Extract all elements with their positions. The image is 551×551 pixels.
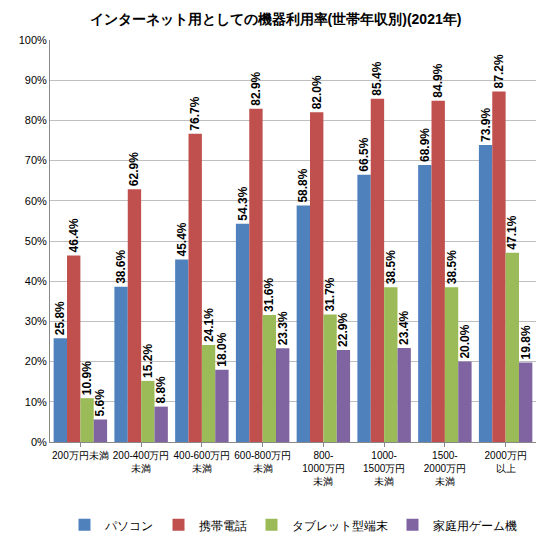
svg-text:18.0%: 18.0%: [215, 332, 229, 366]
svg-text:インターネット用としての機器利用率(世帯年収別)(2021年: インターネット用としての機器利用率(世帯年収別)(2021年): [90, 11, 462, 27]
svg-text:66.5%: 66.5%: [357, 137, 371, 171]
svg-text:20.0%: 20.0%: [458, 324, 472, 358]
svg-text:38.5%: 38.5%: [445, 250, 459, 284]
svg-text:84.9%: 84.9%: [431, 63, 445, 97]
svg-text:54.3%: 54.3%: [236, 186, 250, 220]
svg-text:家庭用ゲーム機: 家庭用ゲーム機: [433, 519, 517, 533]
svg-text:68.9%: 68.9%: [418, 128, 432, 162]
svg-text:80%: 80%: [25, 114, 47, 126]
svg-text:5.6%: 5.6%: [93, 389, 107, 417]
svg-text:400-600万円未満: 400-600万円未満: [174, 450, 231, 474]
svg-text:22.9%: 22.9%: [336, 313, 350, 347]
svg-text:1000-1500万円未満: 1000-1500万円未満: [363, 450, 405, 487]
svg-text:100%: 100%: [19, 34, 47, 46]
svg-text:85.4%: 85.4%: [370, 61, 384, 95]
svg-text:19.8%: 19.8%: [519, 325, 533, 359]
svg-text:58.8%: 58.8%: [296, 168, 310, 202]
svg-text:70%: 70%: [25, 154, 47, 166]
svg-text:38.5%: 38.5%: [384, 250, 398, 284]
svg-text:2000万円以上: 2000万円以上: [485, 450, 527, 474]
svg-text:62.9%: 62.9%: [127, 152, 141, 186]
svg-text:20%: 20%: [25, 355, 47, 367]
svg-text:23.4%: 23.4%: [397, 311, 411, 345]
svg-text:82.9%: 82.9%: [249, 71, 263, 105]
svg-text:タブレット型端末: タブレット型端末: [292, 519, 388, 533]
svg-text:50%: 50%: [25, 235, 47, 247]
svg-text:パソコン: パソコン: [104, 519, 153, 533]
svg-text:600-800万円未満: 600-800万円未満: [234, 450, 291, 474]
svg-text:60%: 60%: [25, 195, 47, 207]
svg-text:82.0%: 82.0%: [310, 75, 324, 109]
svg-text:1500-2000万円未満: 1500-2000万円未満: [424, 450, 466, 487]
svg-text:200万円未満: 200万円未満: [52, 450, 109, 461]
svg-text:800-1000万円未満: 800-1000万円未満: [302, 450, 344, 487]
svg-text:73.9%: 73.9%: [479, 108, 493, 142]
svg-text:38.6%: 38.6%: [114, 249, 128, 283]
svg-text:90%: 90%: [25, 74, 47, 86]
svg-text:15.2%: 15.2%: [141, 344, 155, 378]
svg-text:0%: 0%: [31, 436, 47, 448]
svg-text:40%: 40%: [25, 275, 47, 287]
svg-text:30%: 30%: [25, 315, 47, 327]
svg-text:10%: 10%: [25, 396, 47, 408]
svg-text:10.9%: 10.9%: [80, 361, 94, 395]
svg-text:200-400万円未満: 200-400万円未満: [113, 450, 170, 474]
svg-text:76.7%: 76.7%: [188, 96, 202, 130]
svg-text:31.7%: 31.7%: [323, 277, 337, 311]
svg-text:23.3%: 23.3%: [276, 311, 290, 345]
svg-text:25.8%: 25.8%: [53, 301, 67, 335]
svg-text:45.4%: 45.4%: [175, 222, 189, 256]
svg-text:46.4%: 46.4%: [67, 218, 81, 252]
svg-text:47.1%: 47.1%: [505, 215, 519, 249]
svg-text:24.1%: 24.1%: [202, 308, 216, 342]
svg-text:87.2%: 87.2%: [492, 54, 506, 88]
svg-text:31.6%: 31.6%: [262, 278, 276, 312]
svg-text:携帯電話: 携帯電話: [199, 519, 247, 533]
svg-text:8.8%: 8.8%: [154, 376, 168, 404]
